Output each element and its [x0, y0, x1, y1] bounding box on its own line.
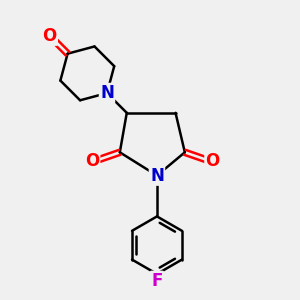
Text: F: F	[151, 272, 163, 290]
Text: O: O	[206, 152, 220, 170]
Text: O: O	[85, 152, 99, 170]
Text: O: O	[42, 27, 57, 45]
Text: N: N	[150, 167, 164, 184]
Text: N: N	[100, 84, 114, 102]
